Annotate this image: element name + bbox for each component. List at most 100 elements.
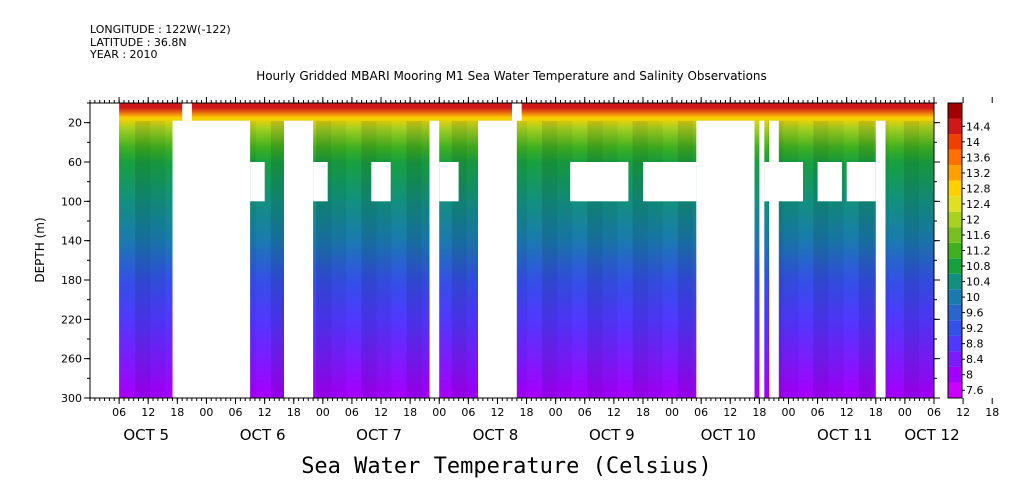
colorbar-label: 14 [966,136,980,149]
missing-data-region [817,162,842,202]
colorbar-label: 12.4 [966,198,991,211]
x-day-label: OCT 8 [473,426,519,444]
colorbar-bin [948,366,962,383]
colorbar-label: 7.6 [966,384,984,397]
missing-data-region [769,120,779,398]
x-axis-label: Sea Water Temperature (Celsius) [301,454,712,479]
latitude-label: LATITUDE : 36.8N [90,35,187,49]
x-tick-label: 00 [665,406,679,419]
missing-data-region [846,162,876,202]
metadata-block: LONGITUDE : 122W(-122) LATITUDE : 36.8N … [90,23,231,62]
missing-data-region [313,162,328,202]
x-tick-label: 00 [781,406,795,419]
missing-data-region [875,120,886,398]
colorbar-label: 11.2 [966,245,991,258]
x-tick-label: 18 [403,406,417,419]
colorbar-label: 13.6 [966,151,991,164]
colorbar-label: 10.4 [966,276,991,289]
colorbar-bin [948,242,962,259]
y-tick-label: 20 [68,117,82,130]
x-day-label: OCT 6 [240,426,286,444]
colorbar-bin [948,382,962,398]
x-tick-label: 12 [258,406,272,419]
x-tick-label: 06 [461,406,475,419]
missing-data-region [429,120,440,398]
colorbar-label: 12 [966,213,980,226]
colorbar-bin [948,211,962,228]
colorbar-bin [948,165,962,181]
colorbar-bin [948,149,962,166]
colorbar-bin [948,134,962,150]
colorbar-bin [948,227,962,243]
missing-data-region [570,162,629,202]
colorbar-label: 8.8 [966,338,984,351]
x-tick-label: 00 [432,406,446,419]
x-tick-label: 12 [840,406,854,419]
year-label: YEAR : 2010 [90,48,158,61]
colorbar-label: 14.4 [966,120,991,133]
x-tick-label: 06 [229,406,243,419]
x-tick-label: 00 [316,406,330,419]
colorbar-label: 11.6 [966,229,991,242]
x-day-label: OCT 12 [904,426,959,444]
missing-data-region [172,120,251,398]
missing-data-region [764,162,803,202]
missing-data-region [250,162,265,202]
colorbar-label: 10 [966,291,980,304]
x-tick-label: 18 [287,406,301,419]
y-tick-label: 300 [61,392,82,405]
missing-data-region [90,103,120,398]
x-tick-label: 12 [607,406,621,419]
x-tick-label: 12 [723,406,737,419]
missing-data-region [478,120,517,398]
colorbar-bin [948,196,962,212]
x-tick-label: 06 [345,406,359,419]
colorbar-label: 8.4 [966,353,984,366]
x-tick-label: 06 [694,406,708,419]
y-tick-label: 100 [61,195,82,208]
colorbar-bin [948,335,962,352]
colorbar-bin [948,258,962,274]
colorbar-label: 12.8 [966,182,991,195]
x-tick-label: 00 [199,406,213,419]
x-tick-label: 06 [112,406,126,419]
x-day-label: OCT 9 [589,426,635,444]
y-tick-label: 220 [61,313,82,326]
chart-title: Hourly Gridded MBARI Mooring M1 Sea Wate… [256,69,767,83]
x-day-label: OCT 5 [123,426,169,444]
y-tick-label: 260 [61,353,82,366]
missing-data-region [439,162,459,202]
colorbar-label: 8 [966,369,973,382]
x-day-label: OCT 7 [356,426,402,444]
colorbar-bin [948,273,962,290]
x-tick-label: 06 [927,406,941,419]
x-day-label: OCT 10 [701,426,756,444]
x-tick-label: 06 [811,406,825,419]
y-axis-label: DEPTH (m) [33,217,47,282]
colorbar-label: 13.2 [966,167,991,180]
x-tick-label: 18 [985,406,999,419]
missing-data-region [182,103,192,121]
missing-data-region [696,120,755,398]
colorbar-bin [948,304,962,321]
colorbar-bin [948,103,962,119]
x-tick-label: 12 [374,406,388,419]
x-tick-label: 18 [869,406,883,419]
x-tick-label: 18 [520,406,534,419]
colorbar-label: 10.8 [966,260,991,273]
longitude-label: LONGITUDE : 122W(-122) [90,23,231,36]
y-tick-label: 180 [61,274,82,287]
missing-data-region [512,103,522,121]
y-tick-label: 140 [61,235,82,248]
colorbar-bin [948,118,962,135]
y-tick-label: 60 [68,156,82,169]
x-day-label: OCT 11 [817,426,872,444]
missing-data-region [371,162,391,202]
missing-data-region [284,120,314,398]
colorbar-label: 9.2 [966,322,984,335]
missing-data-region [643,162,697,202]
x-tick-label: 00 [898,406,912,419]
x-tick-label: 18 [636,406,650,419]
x-tick-label: 00 [549,406,563,419]
